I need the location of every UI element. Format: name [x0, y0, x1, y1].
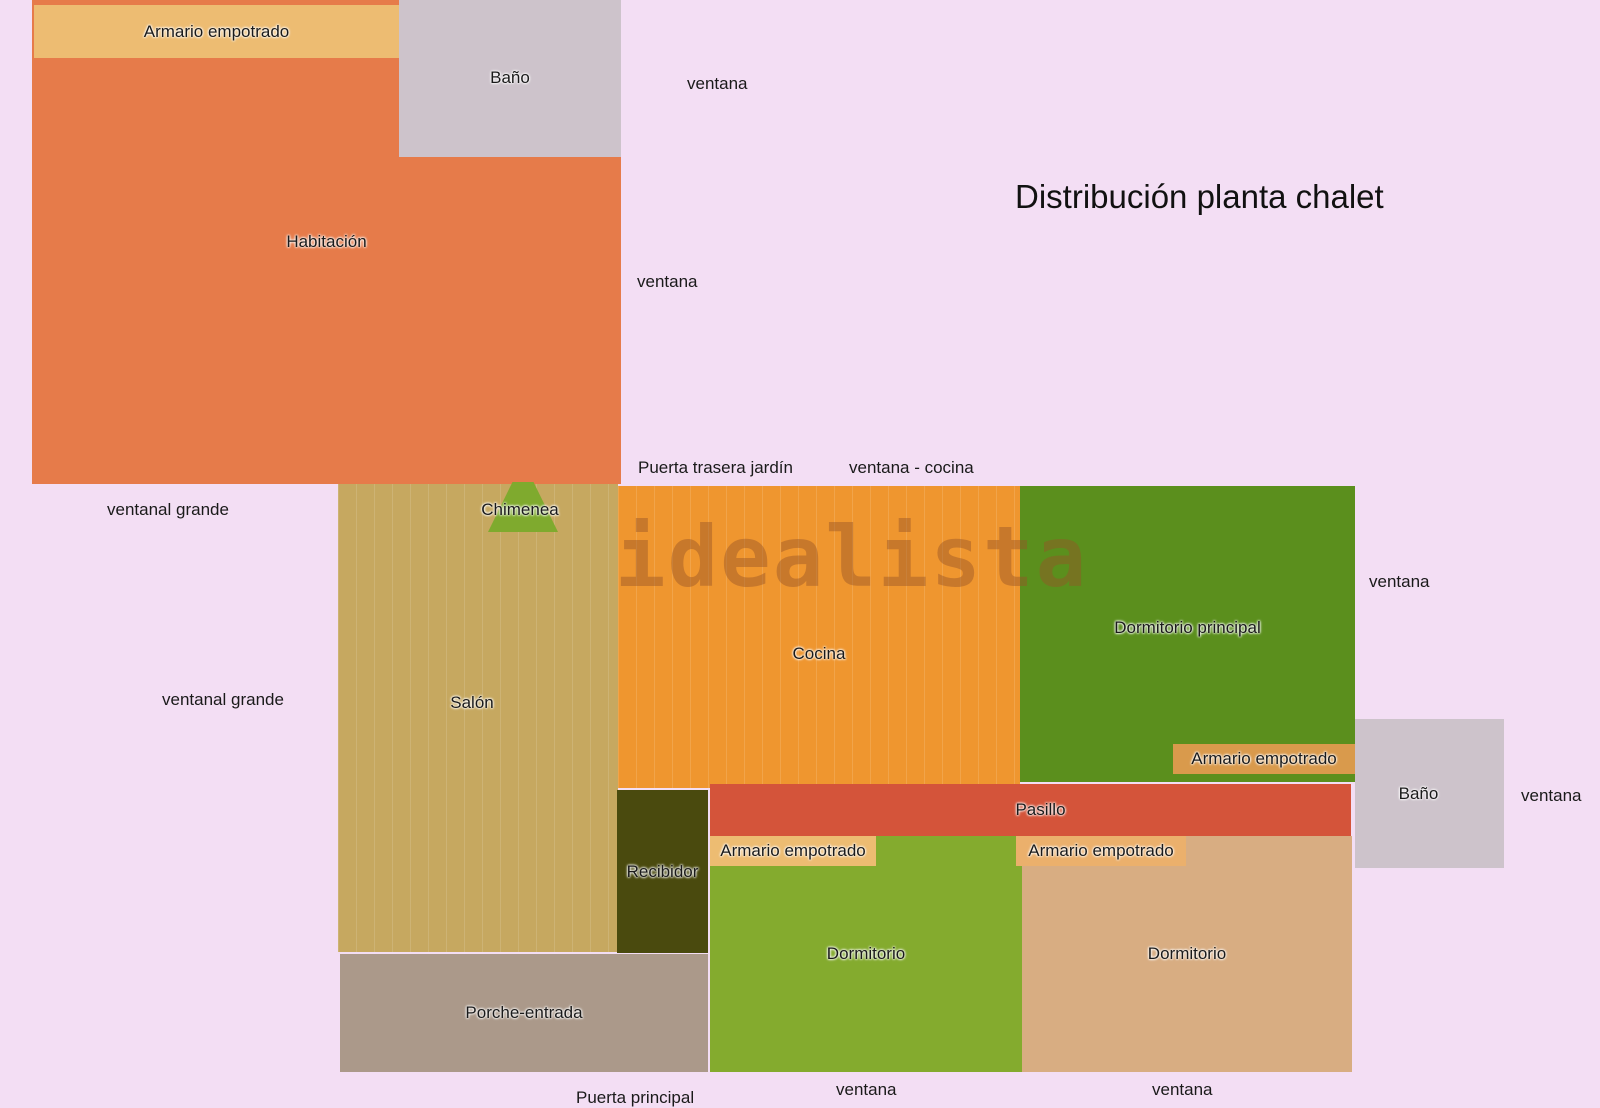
label-ventana-principal: ventana	[1369, 572, 1430, 591]
room-chimenea: Chimenea	[470, 498, 570, 522]
room-dormitorio-1-label: Dormitorio	[826, 944, 906, 963]
room-dormitorio-principal: Dormitorio principal	[1020, 486, 1355, 782]
room-bano-top: Baño	[399, 0, 621, 157]
room-bano-top-label: Baño	[490, 68, 530, 87]
label-ventanal-2: ventanal grande	[162, 690, 284, 709]
watermark-logo: idealista	[615, 508, 1089, 606]
label-puerta-principal: Puerta principal	[576, 1088, 695, 1107]
room-porche: Porche-entrada	[340, 954, 708, 1072]
room-habitacion-label: Habitación	[286, 232, 367, 251]
room-armario-dormitorio-1: Armario empotrado	[710, 836, 876, 866]
room-cocina: Cocina	[618, 486, 1020, 788]
plan-title: Distribución planta chalet	[1015, 178, 1384, 215]
room-cocina-label: Cocina	[792, 644, 846, 663]
label-ventanal-1: ventanal grande	[107, 500, 229, 519]
room-pasillo: Pasillo	[710, 784, 1351, 836]
room-recibidor: Recibidor	[617, 790, 708, 953]
room-bano-right-label: Baño	[1398, 783, 1439, 803]
label-ventana-cocina: ventana - cocina	[849, 458, 974, 477]
room-dormitorio-2: Dormitorio	[1022, 836, 1352, 1072]
room-armario-top: Armario empotrado	[34, 5, 399, 58]
label-ventana-top: ventana	[687, 74, 748, 93]
room-armario-principal: Armario empotrado	[1173, 744, 1355, 774]
room-chimenea-label: Chimenea	[481, 500, 559, 519]
room-dormitorio-principal-label: Dormitorio principal	[1114, 618, 1261, 637]
label-puerta-trasera: Puerta trasera jardín	[638, 458, 793, 477]
room-armario-principal-label: Armario empotrado	[1191, 749, 1337, 768]
room-dormitorio-2-label: Dormitorio	[1147, 944, 1227, 963]
room-salon-label: Salón	[450, 693, 494, 712]
room-armario-dormitorio-2-label: Armario empotrado	[1028, 841, 1174, 860]
room-bano-right: Baño	[1355, 719, 1504, 868]
room-recibidor-label: Recibidor	[626, 861, 699, 881]
room-pasillo-label: Pasillo	[1015, 800, 1066, 819]
label-ventana-habitacion: ventana	[637, 272, 698, 291]
room-armario-dormitorio-1-label: Armario empotrado	[720, 841, 866, 860]
room-armario-dormitorio-2: Armario empotrado	[1016, 836, 1186, 866]
label-ventana-bottom-1: ventana	[836, 1080, 897, 1099]
room-porche-label: Porche-entrada	[465, 1003, 583, 1022]
room-dormitorio-1: Dormitorio	[710, 836, 1022, 1072]
label-ventana-bottom-2: ventana	[1152, 1080, 1213, 1099]
room-salon: Salón	[338, 484, 618, 952]
room-armario-top-label: Armario empotrado	[143, 21, 290, 41]
label-ventana-bano: ventana	[1521, 786, 1582, 805]
